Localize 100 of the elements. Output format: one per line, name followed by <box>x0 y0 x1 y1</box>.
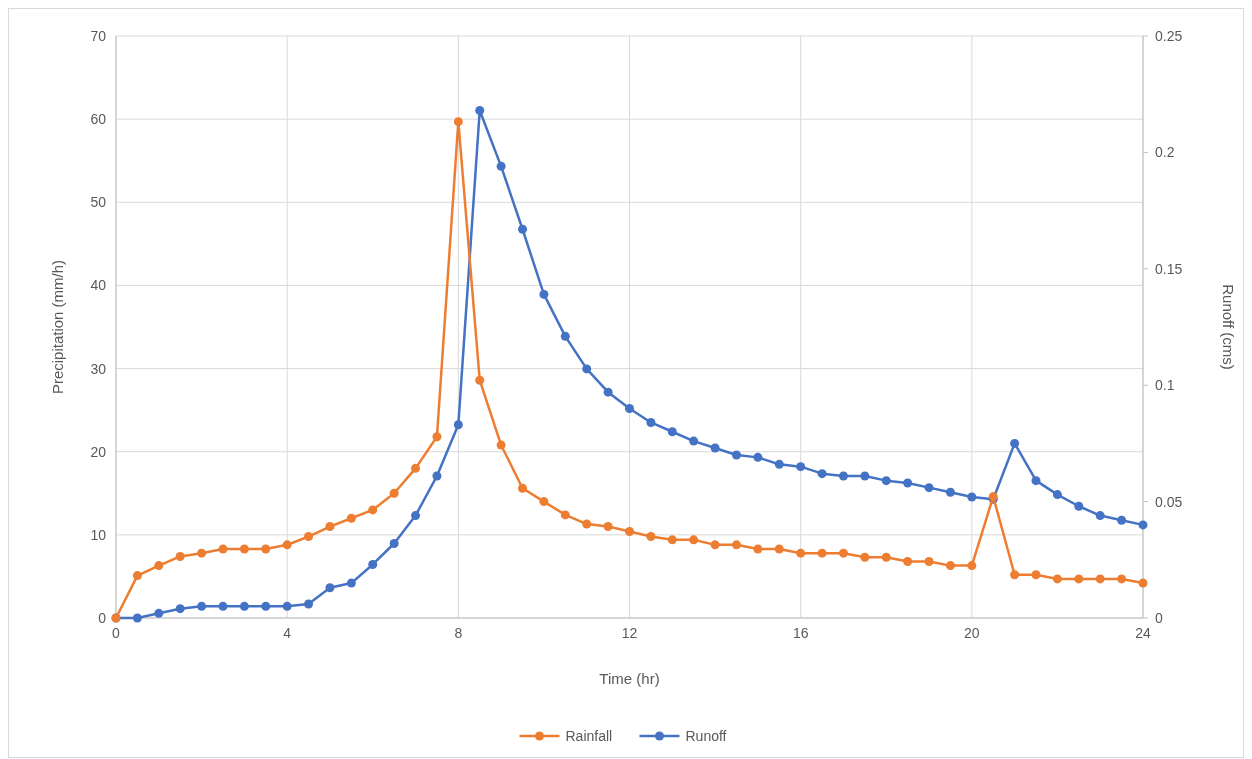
y-axis-title: Precipitation (mm/h) <box>49 259 66 395</box>
point <box>1052 574 1062 584</box>
point <box>154 608 164 618</box>
point <box>689 535 699 545</box>
point <box>496 161 506 171</box>
point <box>1117 515 1127 525</box>
legend-label: Rainfall <box>565 728 613 744</box>
point <box>239 601 249 611</box>
y2-tick-label: 0.05 <box>1155 493 1183 510</box>
point <box>304 532 314 542</box>
point <box>774 544 784 554</box>
y-tick-label: 20 <box>90 443 107 460</box>
point <box>239 544 249 554</box>
point <box>582 519 592 529</box>
y-tick-label: 70 <box>90 28 107 44</box>
x-tick-label: 20 <box>964 625 980 641</box>
point <box>346 513 356 523</box>
point <box>710 540 720 550</box>
point <box>539 497 549 507</box>
point <box>924 556 934 566</box>
x-tick-label: 4 <box>283 625 292 641</box>
point <box>860 552 870 562</box>
point <box>1117 574 1127 584</box>
point <box>860 471 870 481</box>
point <box>753 452 763 462</box>
point <box>881 552 891 562</box>
point <box>967 492 977 502</box>
y-tick-label: 10 <box>90 526 107 543</box>
point <box>838 471 848 481</box>
point <box>560 331 570 341</box>
point <box>453 420 463 430</box>
point <box>518 483 528 493</box>
point <box>1138 520 1148 530</box>
point <box>796 462 806 472</box>
point <box>731 540 741 550</box>
point <box>1095 511 1105 521</box>
point <box>175 604 185 614</box>
point <box>1095 574 1105 584</box>
point <box>924 483 934 493</box>
point <box>132 571 142 581</box>
point <box>1052 490 1062 500</box>
point <box>731 450 741 460</box>
point <box>261 601 271 611</box>
point <box>817 548 827 558</box>
point <box>432 432 442 442</box>
point <box>1074 574 1084 584</box>
point <box>496 440 506 450</box>
point <box>560 510 570 520</box>
point <box>282 601 292 611</box>
point <box>261 544 271 554</box>
point <box>475 375 485 385</box>
point <box>325 522 335 532</box>
point <box>1138 578 1148 588</box>
point <box>689 436 699 446</box>
x-tick-label: 24 <box>1135 625 1151 641</box>
point <box>197 601 207 611</box>
point <box>838 548 848 558</box>
point <box>1010 438 1020 448</box>
point <box>1031 570 1041 580</box>
point <box>475 106 485 115</box>
point <box>646 532 656 542</box>
point <box>753 544 763 554</box>
y-tick-label: 30 <box>90 360 107 377</box>
point <box>368 559 378 569</box>
point <box>282 540 292 550</box>
point <box>603 522 613 532</box>
point <box>967 561 977 571</box>
y-tick-label: 40 <box>90 277 107 294</box>
point <box>304 599 314 609</box>
y2-tick-label: 0.15 <box>1155 260 1183 277</box>
point <box>197 548 207 558</box>
point <box>625 527 634 537</box>
point <box>1074 501 1084 511</box>
point <box>710 443 720 453</box>
point <box>1010 570 1020 580</box>
point <box>411 463 421 473</box>
point <box>218 544 228 554</box>
point <box>346 578 356 588</box>
point <box>667 535 677 545</box>
point <box>411 511 421 521</box>
point <box>1031 476 1041 486</box>
point <box>325 583 335 593</box>
point <box>389 488 399 498</box>
point <box>218 601 228 611</box>
point <box>539 289 549 299</box>
point <box>603 387 613 397</box>
point <box>582 364 592 374</box>
y-tick-label: 0 <box>98 610 107 626</box>
y-tick-label: 50 <box>90 194 107 211</box>
point <box>154 561 164 571</box>
point <box>132 613 142 623</box>
x-tick-label: 0 <box>112 625 121 641</box>
point <box>368 505 378 515</box>
point <box>667 427 677 437</box>
legend-label: Runoff <box>685 728 727 744</box>
point <box>817 469 827 479</box>
y2-axis-title: Runoff (cms) <box>1220 284 1237 370</box>
point <box>625 403 634 413</box>
point <box>796 548 806 558</box>
x-tick-label: 8 <box>454 625 463 641</box>
